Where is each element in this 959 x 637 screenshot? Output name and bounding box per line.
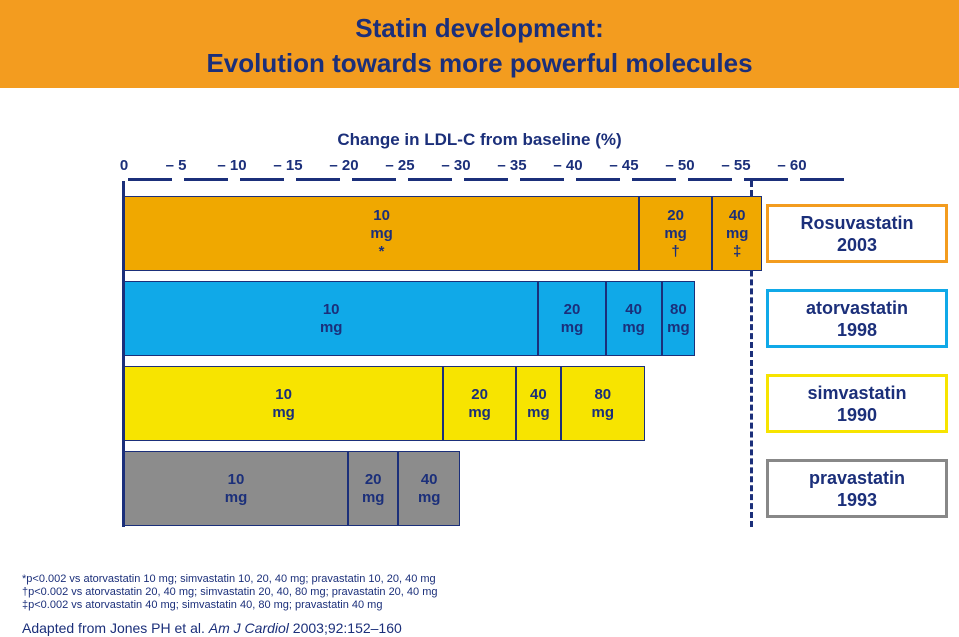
x-tick-label: – 10	[217, 157, 247, 174]
drug-year: 1993	[836, 489, 878, 510]
x-tick-label: – 60	[777, 157, 807, 174]
x-tick-mark	[296, 178, 340, 181]
x-tick-mark	[464, 178, 508, 181]
bar-segment-simvastatin: 10 mg	[124, 366, 444, 441]
x-tick-label: – 15	[273, 157, 303, 174]
x-tick-mark	[184, 178, 228, 181]
bar-segment-rosuvastatin: 20 mg †	[639, 196, 712, 271]
x-tick-mark	[800, 178, 844, 181]
x-tick-label: – 55	[721, 157, 751, 174]
drug-label-rosuvastatin: Rosuvastatin 2003	[766, 204, 948, 263]
x-tick-mark	[688, 178, 732, 181]
drug-name: Rosuvastatin	[800, 212, 914, 233]
x-tick-label: – 5	[165, 157, 187, 174]
x-tick-label: – 50	[665, 157, 695, 174]
x-tick-mark	[408, 178, 452, 181]
x-tick-label: – 40	[553, 157, 583, 174]
bar-segment-simvastatin: 20 mg	[443, 366, 516, 441]
bar-segment-rosuvastatin: 40 mg ‡	[712, 196, 763, 271]
bar-segment-rosuvastatin: 10 mg *	[124, 196, 640, 271]
bar-segment-atorvastatin: 20 mg	[538, 281, 606, 356]
slide-title-line1: Statin development:	[355, 13, 604, 43]
x-tick-label: 0	[119, 157, 129, 174]
chart-title: Change in LDL-C from baseline (%)	[337, 130, 622, 149]
x-tick-label: – 30	[441, 157, 471, 174]
x-tick-mark	[576, 178, 620, 181]
bar-segment-atorvastatin: 10 mg	[124, 281, 539, 356]
source-citation: Adapted from Jones PH et al. Am J Cardio…	[22, 620, 402, 636]
x-tick-label: – 45	[609, 157, 639, 174]
bar-segment-pravastatin: 40 mg	[398, 451, 460, 526]
drug-label-atorvastatin: atorvastatin 1998	[766, 289, 948, 348]
drug-label-simvastatin: simvastatin 1990	[766, 374, 948, 433]
drug-label-pravastatin: pravastatin 1993	[766, 459, 948, 518]
bar-segment-simvastatin: 40 mg	[516, 366, 561, 441]
slide-title-line2: Evolution towards more powerful molecule…	[206, 48, 753, 78]
x-tick-label: – 25	[385, 157, 415, 174]
footnote-2: †p<0.002 vs atorvastatin 20, 40 mg; simv…	[22, 586, 438, 598]
drug-name: simvastatin	[807, 382, 907, 403]
x-tick-mark	[744, 178, 788, 181]
footnote-3: ‡p<0.002 vs atorvastatin 40 mg; simvasta…	[22, 599, 383, 611]
x-tick-mark	[352, 178, 396, 181]
title-banner	[0, 0, 959, 88]
drug-name: atorvastatin	[805, 297, 909, 318]
drug-name: pravastatin	[808, 467, 906, 488]
footnote-1: *p<0.002 vs atorvastatin 10 mg; simvasta…	[22, 573, 436, 585]
x-tick-label: – 35	[497, 157, 527, 174]
bar-segment-atorvastatin: 80 mg	[661, 281, 696, 356]
x-tick-mark	[240, 178, 284, 181]
bar-segment-pravastatin: 20 mg	[348, 451, 399, 526]
bar-segment-pravastatin: 10 mg	[124, 451, 348, 526]
reference-dashed-line	[750, 181, 754, 527]
x-tick-mark	[128, 178, 172, 181]
x-tick-mark	[632, 178, 676, 181]
y-axis-line	[122, 181, 125, 527]
x-tick-mark	[520, 178, 564, 181]
x-tick-label: – 20	[329, 157, 359, 174]
drug-year: 1990	[836, 404, 878, 425]
drug-year: 1998	[836, 319, 878, 340]
bar-segment-simvastatin: 80 mg	[560, 366, 645, 441]
bar-segment-atorvastatin: 40 mg	[605, 281, 662, 356]
drug-year: 2003	[836, 234, 878, 255]
